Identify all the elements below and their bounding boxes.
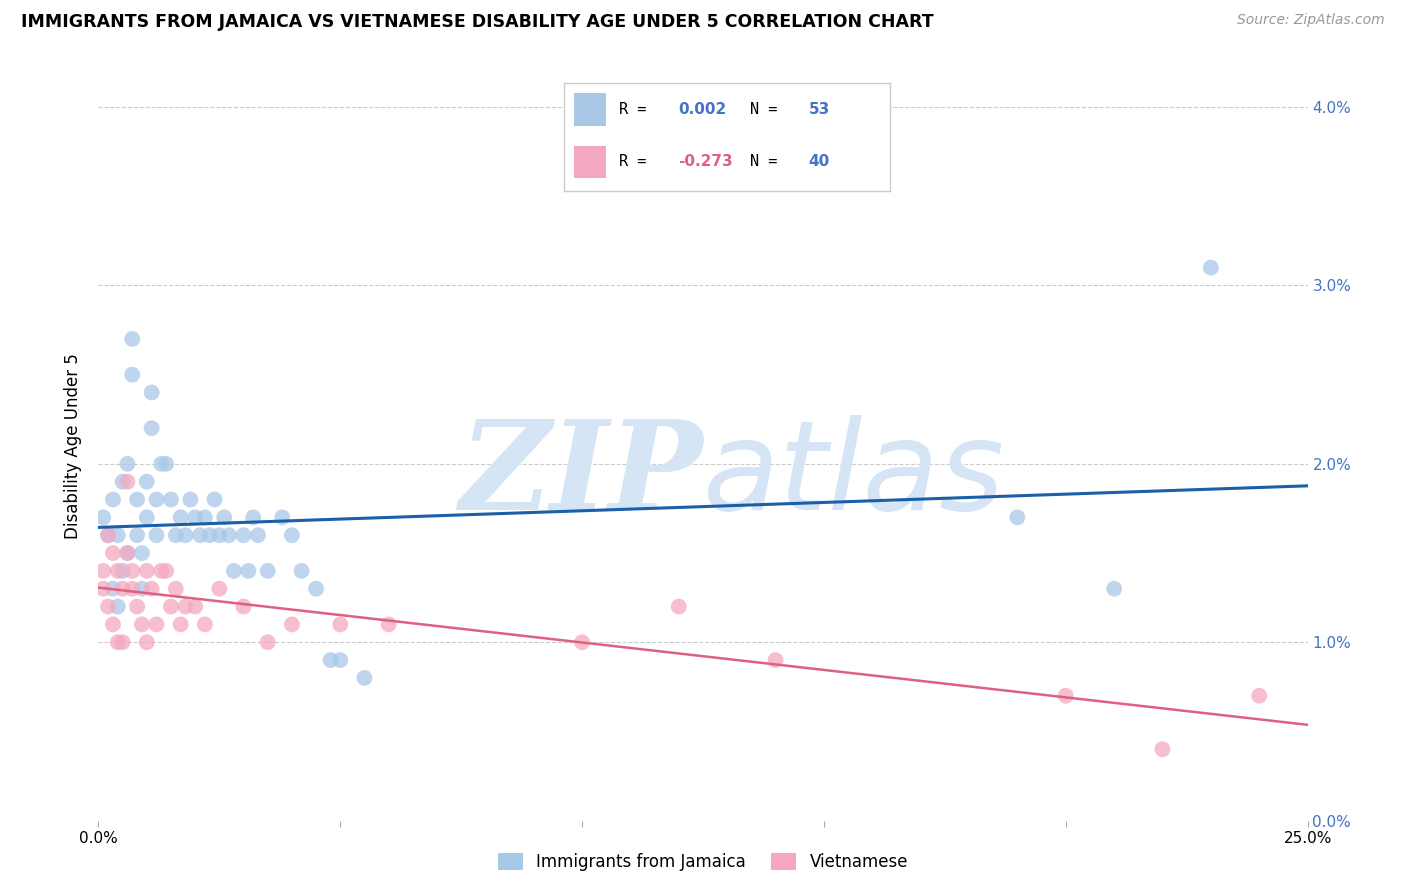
Point bbox=[232, 599, 254, 614]
Point bbox=[222, 564, 245, 578]
Point bbox=[91, 564, 114, 578]
Text: Source: ZipAtlas.com: Source: ZipAtlas.com bbox=[1237, 13, 1385, 28]
Point bbox=[97, 528, 120, 542]
Point bbox=[194, 510, 217, 524]
Legend: Immigrants from Jamaica, Vietnamese: Immigrants from Jamaica, Vietnamese bbox=[489, 845, 917, 880]
Point bbox=[135, 475, 157, 489]
Point bbox=[97, 528, 120, 542]
Point bbox=[117, 475, 139, 489]
Text: ZIP: ZIP bbox=[460, 415, 703, 537]
Point bbox=[765, 653, 787, 667]
Point bbox=[242, 510, 264, 524]
Point bbox=[111, 635, 134, 649]
Point bbox=[131, 546, 153, 560]
Point bbox=[117, 546, 139, 560]
Point bbox=[107, 528, 129, 542]
Point bbox=[271, 510, 294, 524]
Point bbox=[127, 528, 149, 542]
Point bbox=[145, 617, 167, 632]
Point bbox=[281, 528, 304, 542]
Point bbox=[184, 510, 207, 524]
Point bbox=[155, 564, 177, 578]
Point bbox=[101, 546, 124, 560]
Point bbox=[232, 528, 254, 542]
Point bbox=[1152, 742, 1174, 756]
Point bbox=[117, 457, 139, 471]
Point bbox=[208, 582, 231, 596]
Point bbox=[169, 617, 191, 632]
Point bbox=[111, 582, 134, 596]
Point bbox=[238, 564, 260, 578]
Point bbox=[1199, 260, 1222, 275]
Point bbox=[165, 528, 187, 542]
Point bbox=[117, 546, 139, 560]
Y-axis label: Disability Age Under 5: Disability Age Under 5 bbox=[65, 353, 83, 539]
Point bbox=[141, 421, 163, 435]
Point bbox=[107, 599, 129, 614]
Point bbox=[571, 635, 593, 649]
Point bbox=[1102, 582, 1125, 596]
Point bbox=[135, 635, 157, 649]
Point bbox=[127, 599, 149, 614]
Point bbox=[174, 599, 197, 614]
Point bbox=[169, 510, 191, 524]
Point bbox=[1007, 510, 1029, 524]
Point bbox=[290, 564, 312, 578]
Point bbox=[198, 528, 221, 542]
Point bbox=[329, 653, 352, 667]
Point bbox=[329, 617, 352, 632]
Point bbox=[91, 510, 114, 524]
Point bbox=[160, 492, 183, 507]
Point bbox=[121, 332, 143, 346]
Point bbox=[150, 457, 173, 471]
Point bbox=[281, 617, 304, 632]
Point bbox=[107, 564, 129, 578]
Point bbox=[319, 653, 342, 667]
Point bbox=[101, 617, 124, 632]
Point bbox=[218, 528, 240, 542]
Point bbox=[208, 528, 231, 542]
Point bbox=[135, 510, 157, 524]
Point bbox=[256, 635, 278, 649]
Point bbox=[101, 582, 124, 596]
Point bbox=[131, 582, 153, 596]
Point bbox=[111, 564, 134, 578]
Point bbox=[160, 599, 183, 614]
Point bbox=[212, 510, 235, 524]
Text: IMMIGRANTS FROM JAMAICA VS VIETNAMESE DISABILITY AGE UNDER 5 CORRELATION CHART: IMMIGRANTS FROM JAMAICA VS VIETNAMESE DI… bbox=[21, 13, 934, 31]
Point bbox=[194, 617, 217, 632]
Point bbox=[305, 582, 328, 596]
Point bbox=[127, 492, 149, 507]
Point bbox=[1054, 689, 1077, 703]
Point bbox=[188, 528, 211, 542]
Point bbox=[101, 492, 124, 507]
Point bbox=[184, 599, 207, 614]
Point bbox=[1249, 689, 1271, 703]
Point bbox=[150, 564, 173, 578]
Point bbox=[353, 671, 375, 685]
Point bbox=[204, 492, 226, 507]
Point bbox=[91, 582, 114, 596]
Point bbox=[377, 617, 399, 632]
Point bbox=[121, 582, 143, 596]
Point bbox=[131, 617, 153, 632]
Point bbox=[145, 528, 167, 542]
Point bbox=[121, 564, 143, 578]
Point bbox=[165, 582, 187, 596]
Point bbox=[145, 492, 167, 507]
Point bbox=[107, 635, 129, 649]
Point bbox=[668, 599, 690, 614]
Point bbox=[247, 528, 270, 542]
Point bbox=[256, 564, 278, 578]
Point bbox=[179, 492, 201, 507]
Point bbox=[174, 528, 197, 542]
Text: atlas: atlas bbox=[703, 416, 1005, 536]
Point bbox=[141, 385, 163, 400]
Point bbox=[97, 599, 120, 614]
Point bbox=[121, 368, 143, 382]
Point bbox=[111, 475, 134, 489]
Point bbox=[155, 457, 177, 471]
Point bbox=[135, 564, 157, 578]
Point bbox=[141, 582, 163, 596]
